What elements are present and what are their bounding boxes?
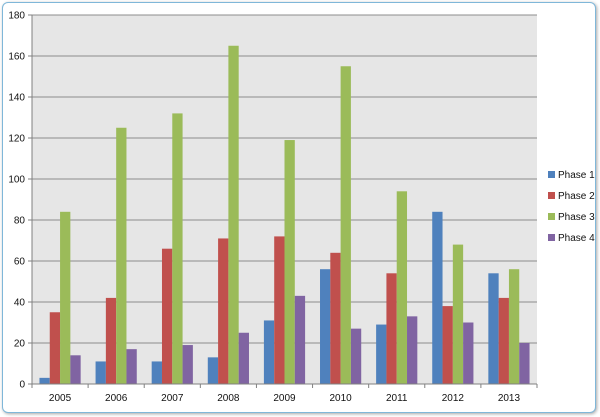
bar-phase-1-2007 bbox=[151, 361, 162, 384]
axes bbox=[31, 15, 537, 385]
bar-phase-4-2013 bbox=[519, 343, 530, 384]
bar-phase-1-2008 bbox=[207, 357, 219, 384]
bar-phase-2-2007 bbox=[161, 248, 173, 384]
bar-phase-3-2009 bbox=[284, 140, 295, 384]
legend-swatch bbox=[548, 234, 555, 241]
y-tick-label: 20 bbox=[14, 339, 26, 350]
y-tick-label: 60 bbox=[14, 257, 26, 268]
bar-phase-3-2010 bbox=[340, 66, 351, 384]
y-tick-label: 80 bbox=[14, 216, 26, 227]
bar-phase-1-2011 bbox=[376, 324, 387, 384]
legend-label: Phase 4 bbox=[558, 233, 595, 244]
x-tick-label: 2012 bbox=[442, 393, 465, 404]
bar-phase-4-2007 bbox=[182, 345, 193, 384]
x-tick-label: 2011 bbox=[386, 393, 408, 404]
bar-phase-4-2010 bbox=[350, 328, 362, 384]
x-tick-label: 2010 bbox=[329, 393, 352, 404]
bar-phase-4-2006 bbox=[126, 349, 137, 384]
y-tick-label: 160 bbox=[8, 52, 25, 63]
bar-phase-2-2006 bbox=[105, 297, 117, 384]
bar-phase-3-2007 bbox=[172, 113, 183, 385]
x-tick-label: 2008 bbox=[217, 393, 240, 404]
bar-phase-4-2008 bbox=[238, 332, 249, 384]
bar-phase-4-2012 bbox=[463, 322, 474, 384]
x-axis-ticks: 2005 2006 2007 2008 2009 2010 2011 2012 2013 bbox=[31, 384, 538, 404]
x-tick-label: 2006 bbox=[105, 393, 128, 404]
bar-phase-1-2006 bbox=[95, 361, 106, 384]
bar-phase-3-2008 bbox=[228, 45, 239, 384]
bar-phase-3-2005 bbox=[60, 211, 71, 384]
bar-phase-1-2010 bbox=[320, 269, 331, 384]
legend-label: Phase 2 bbox=[558, 191, 595, 202]
bar-phase-3-2011 bbox=[396, 191, 408, 384]
x-tick-label: 2013 bbox=[498, 393, 521, 404]
x-tick-label: 2007 bbox=[161, 393, 184, 404]
bar-phase-4-2009 bbox=[294, 295, 306, 384]
bar-phase-1-2013 bbox=[488, 273, 499, 384]
legend-label: Phase 3 bbox=[558, 212, 595, 223]
y-axis-ticks: 0 20 40 60 80 100 120 140 160 180 bbox=[8, 11, 32, 391]
bar-phase-3-2006 bbox=[116, 127, 127, 384]
bar-phase-1-2005 bbox=[39, 377, 50, 384]
y-tick-label: 140 bbox=[8, 93, 25, 104]
legend-swatch bbox=[548, 213, 555, 220]
bar-phase-2-2010 bbox=[330, 252, 341, 384]
bar-phase-2-2013 bbox=[498, 297, 509, 384]
bar-phase-2-2009 bbox=[274, 236, 285, 384]
y-tick-label: 120 bbox=[8, 134, 25, 145]
legend: Phase 1 Phase 2 Phase 3 Phase 4 bbox=[548, 170, 595, 244]
bar-phase-2-2011 bbox=[386, 273, 397, 384]
bar-phase-4-2011 bbox=[407, 316, 418, 384]
legend-swatch bbox=[548, 171, 555, 178]
bar-phase-2-2012 bbox=[442, 306, 453, 384]
bar-phase-3-2012 bbox=[452, 244, 464, 384]
bar-phase-4-2005 bbox=[70, 355, 81, 384]
x-tick-label: 2009 bbox=[273, 393, 296, 404]
bar-phase-1-2012 bbox=[432, 211, 443, 384]
legend-swatch bbox=[548, 192, 555, 199]
y-tick-label: 100 bbox=[8, 175, 25, 186]
bars bbox=[39, 45, 530, 385]
bar-phase-2-2008 bbox=[218, 238, 229, 384]
x-tick-label: 2005 bbox=[49, 393, 72, 404]
bar-phase-2-2005 bbox=[49, 312, 61, 384]
bar-phase-3-2013 bbox=[508, 269, 520, 384]
y-tick-label: 180 bbox=[8, 11, 25, 22]
y-tick-label: 40 bbox=[14, 298, 26, 309]
y-tick-label: 0 bbox=[19, 380, 25, 391]
bar-phase-1-2009 bbox=[263, 320, 275, 384]
legend-label: Phase 1 bbox=[558, 170, 595, 181]
